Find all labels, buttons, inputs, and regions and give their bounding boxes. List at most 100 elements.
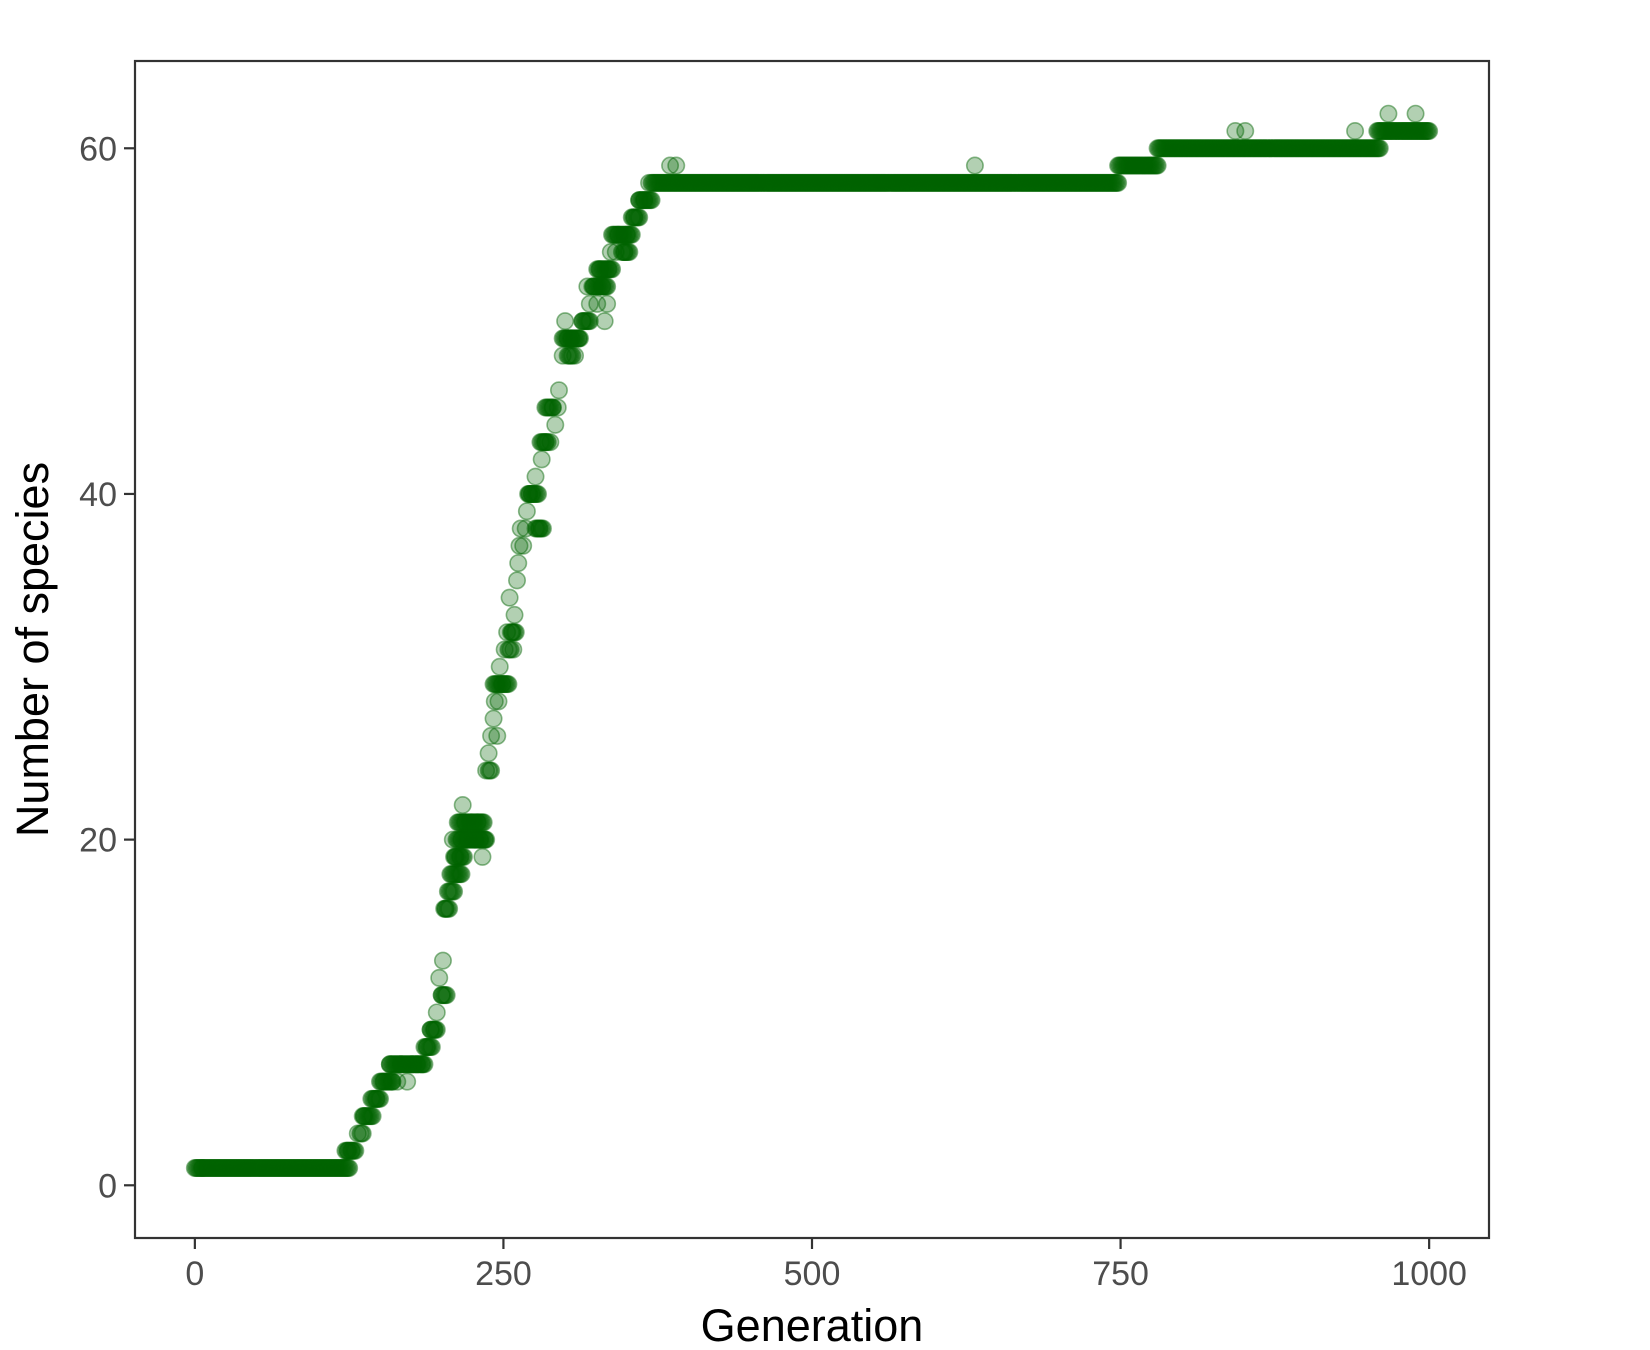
data-point-297 — [494, 675, 513, 694]
data-point-1140 — [543, 398, 562, 417]
data-point-249 — [458, 830, 477, 849]
data-point-605 — [852, 173, 871, 192]
data-point-659 — [919, 173, 938, 192]
data-point-11 — [199, 1159, 218, 1178]
data-point-90 — [296, 1159, 315, 1178]
data-point-551 — [785, 173, 804, 192]
data-point-181 — [400, 1055, 419, 1074]
data-point-785 — [1074, 173, 1093, 192]
data-point-952 — [1278, 139, 1297, 158]
data-point-694 — [962, 173, 981, 192]
data-point-358 — [562, 346, 581, 365]
data-point-255 — [466, 830, 485, 849]
data-point-1172 — [1226, 122, 1245, 141]
data-point-809 — [1104, 173, 1123, 192]
data-point-415 — [619, 242, 638, 261]
data-point-948 — [1273, 139, 1292, 158]
data-point-299 — [496, 675, 515, 694]
data-point-291 — [487, 675, 506, 694]
data-point-641 — [896, 173, 915, 192]
data-point-35 — [229, 1159, 248, 1178]
data-point-308 — [505, 623, 524, 642]
data-point-147 — [363, 1089, 382, 1108]
data-point-802 — [1095, 173, 1114, 192]
data-point-623 — [874, 173, 893, 192]
data-point-402 — [614, 225, 633, 244]
data-point-187 — [408, 1055, 427, 1074]
data-point-370 — [586, 277, 605, 296]
data-point-468 — [683, 173, 702, 192]
data-point-553 — [788, 173, 807, 192]
data-point-944 — [1268, 139, 1287, 158]
data-point-744 — [1023, 173, 1042, 192]
data-point-188 — [409, 1055, 428, 1074]
data-point-562 — [799, 173, 818, 192]
data-point-202 — [422, 1020, 441, 1039]
data-point-217 — [440, 882, 459, 901]
data-point-245 — [453, 830, 472, 849]
data-point-569 — [807, 173, 826, 192]
data-point-199 — [421, 1038, 440, 1057]
data-point-861 — [1165, 139, 1184, 158]
data-point-1153 — [584, 277, 603, 296]
data-point-63 — [263, 1159, 282, 1178]
data-point-225 — [446, 865, 465, 884]
data-point-940 — [1263, 139, 1282, 158]
data-point-54 — [252, 1159, 271, 1178]
data-point-248 — [457, 830, 476, 849]
data-point-592 — [836, 173, 855, 192]
data-point-930 — [1251, 139, 1270, 158]
data-point-1165 — [625, 208, 644, 227]
data-point-73 — [275, 1159, 294, 1178]
data-point-1063 — [1411, 122, 1430, 141]
data-point-14 — [203, 1159, 222, 1178]
data-point-665 — [926, 173, 945, 192]
data-point-34 — [227, 1159, 246, 1178]
data-point-1163 — [615, 242, 634, 261]
data-point-943 — [1267, 139, 1286, 158]
data-point-591 — [835, 173, 854, 192]
data-point-1000 — [1337, 139, 1356, 158]
data-point-242 — [449, 830, 468, 849]
data-point-373 — [590, 277, 609, 296]
data-point-799 — [1091, 173, 1110, 192]
data-point-329 — [535, 433, 554, 452]
data-point-919 — [1237, 139, 1256, 158]
data-point-993 — [1328, 139, 1347, 158]
data-point-903 — [1217, 139, 1236, 158]
data-point-680 — [944, 173, 963, 192]
y-tick-0: 0 — [98, 1167, 135, 1205]
data-point-686 — [952, 173, 971, 192]
data-point-405 — [617, 225, 636, 244]
data-point-1070 — [1420, 122, 1439, 141]
data-point-918 — [1236, 139, 1255, 158]
data-point-102 — [311, 1159, 330, 1178]
data-point-575 — [815, 173, 834, 192]
data-point-571 — [810, 173, 829, 192]
data-point-950 — [1275, 139, 1294, 158]
data-point-946 — [1270, 139, 1289, 158]
data-point-436 — [643, 173, 662, 192]
data-point-1131 — [516, 519, 535, 538]
data-point-892 — [1204, 139, 1223, 158]
data-point-810 — [1105, 173, 1124, 192]
data-point-166 — [382, 1055, 401, 1074]
data-point-488 — [707, 173, 726, 192]
data-point-1020 — [1362, 139, 1381, 158]
data-point-1118 — [490, 657, 509, 676]
data-point-997 — [1333, 139, 1352, 158]
data-point-1094 — [436, 899, 455, 918]
data-point-114 — [326, 1159, 345, 1178]
data-point-288 — [482, 761, 501, 780]
data-point-756 — [1038, 173, 1057, 192]
data-point-355 — [558, 346, 577, 365]
data-point-681 — [946, 173, 965, 192]
data-point-105 — [315, 1159, 334, 1178]
data-point-1052 — [1397, 122, 1416, 141]
data-point-1067 — [1416, 122, 1435, 141]
data-point-1110 — [475, 830, 494, 849]
data-point-1119 — [493, 675, 512, 694]
data-point-840 — [1141, 156, 1160, 175]
data-point-363 — [577, 312, 596, 331]
data-point-238 — [453, 847, 472, 866]
